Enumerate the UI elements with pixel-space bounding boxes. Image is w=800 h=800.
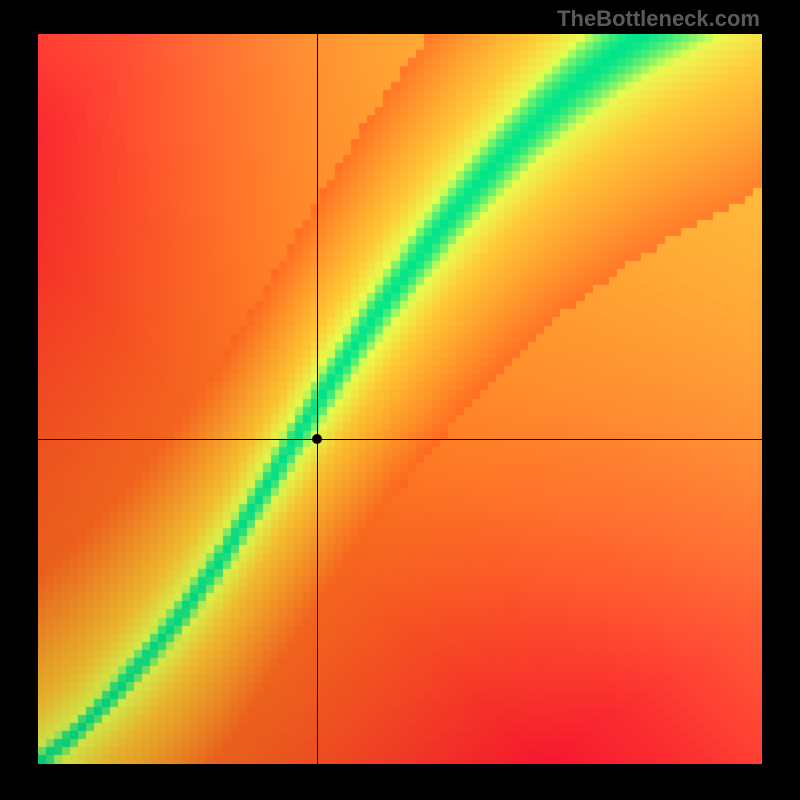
crosshair-horizontal xyxy=(38,439,762,440)
plot-area xyxy=(38,34,762,764)
marker-dot xyxy=(312,434,322,444)
heatmap-canvas xyxy=(38,34,762,764)
crosshair-vertical xyxy=(317,34,318,764)
chart-frame: TheBottleneck.com xyxy=(0,0,800,800)
watermark-text: TheBottleneck.com xyxy=(557,6,760,32)
